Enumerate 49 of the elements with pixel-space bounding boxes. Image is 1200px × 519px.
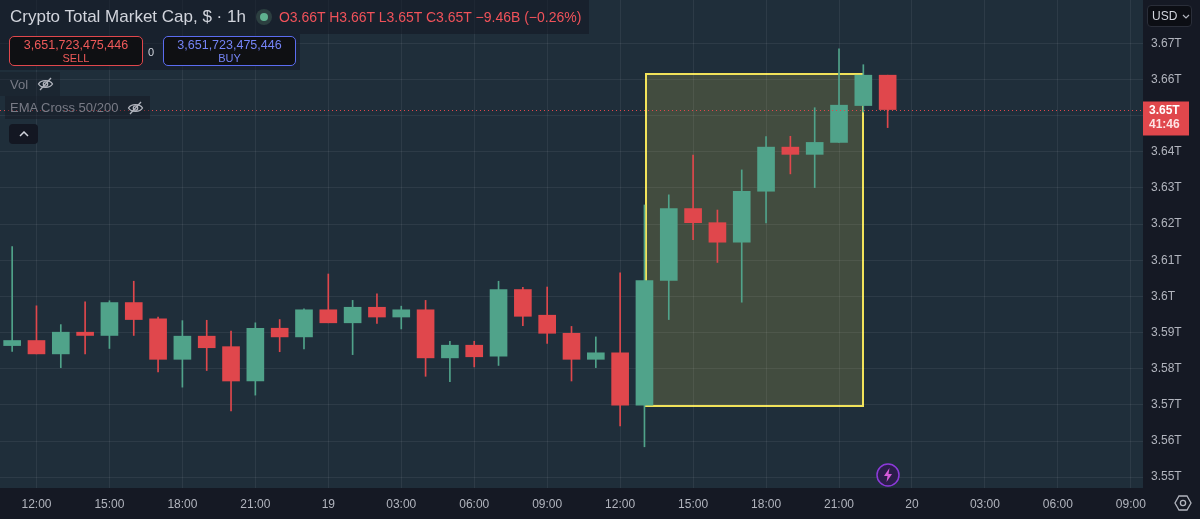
annotation: 3,651,723,475,446 xyxy=(22,38,130,52)
text: 41:46 xyxy=(1149,117,1180,131)
x-tick-label: 12:00 xyxy=(605,496,636,511)
header-panel: Crypto Total Market Cap, $ · 1h O3.66T H3.66T L3.65T C3.65T −9.46B (−0.26%) xyxy=(0,0,590,34)
buy-button: 3,651,723,475,446 BUY xyxy=(163,36,296,66)
y-tick-label: 3.63T xyxy=(1151,180,1183,195)
x-tick-label: 15:00 xyxy=(94,496,125,511)
y-tick-label: 3.64T xyxy=(1151,144,1183,159)
ref-line-label: 3.65T xyxy=(1149,102,1181,117)
candlestick xyxy=(805,107,824,188)
annotation: EMA Cross 50/200 xyxy=(10,100,119,115)
currency-dropdown: USD xyxy=(1147,5,1192,27)
x-tick-label: 20 xyxy=(905,496,919,511)
annotation: Vol xyxy=(10,76,29,92)
x-tick-label: 03:00 xyxy=(969,496,1001,511)
indicator-panel: Vol xyxy=(0,72,61,96)
y-tick-label: 3.56T xyxy=(1151,433,1183,448)
x-tick-label: 03:00 xyxy=(386,496,417,511)
indicator-panel: EMA Cross 50/200 xyxy=(5,96,151,119)
y-tick-label: 3.58T xyxy=(1151,361,1183,376)
x-tick-label: 18:00 xyxy=(167,496,198,511)
annotation: 0 xyxy=(148,46,155,58)
chart-title: Crypto Total Market Cap, $ · 1h xyxy=(10,7,246,27)
y-tick-label: 3.61T xyxy=(1151,252,1183,267)
x-tick-label: 21:00 xyxy=(823,496,855,511)
y-tick-label: 3.59T xyxy=(1151,324,1183,339)
y-tick-label: 3.6T xyxy=(1151,288,1176,303)
sell-button: 3,651,723,475,446 SELL xyxy=(9,36,143,66)
x-tick-label: 21:00 xyxy=(240,496,271,511)
x-tick-label: 18:00 xyxy=(751,496,782,511)
y-tick-label: 3.57T xyxy=(1151,397,1183,412)
y-tick-label: 3.66T xyxy=(1151,71,1183,86)
candlestick xyxy=(684,154,702,240)
x-tick-label: 09:00 xyxy=(532,496,563,511)
x-tick-label: 15:00 xyxy=(678,496,709,511)
x-tick-label: 12:00 xyxy=(21,496,52,511)
candlestick xyxy=(76,301,94,355)
x-tick-label: 06:00 xyxy=(1042,496,1074,511)
candlestick xyxy=(197,319,216,371)
x-tick-label: 19 xyxy=(321,496,336,511)
annotation: 3,651,723,475,446 xyxy=(176,38,283,52)
candlestick xyxy=(3,246,21,352)
y-tick-label: 3.67T xyxy=(1151,35,1183,50)
x-tick-label: 06:00 xyxy=(459,496,490,511)
y-tick-label: 3.55T xyxy=(1151,469,1183,484)
annotation: SELL xyxy=(61,52,91,65)
y-tick-label: 3.62T xyxy=(1151,216,1183,231)
x-tick-label: 09:00 xyxy=(1115,496,1147,511)
annotation: BUY xyxy=(217,52,242,65)
